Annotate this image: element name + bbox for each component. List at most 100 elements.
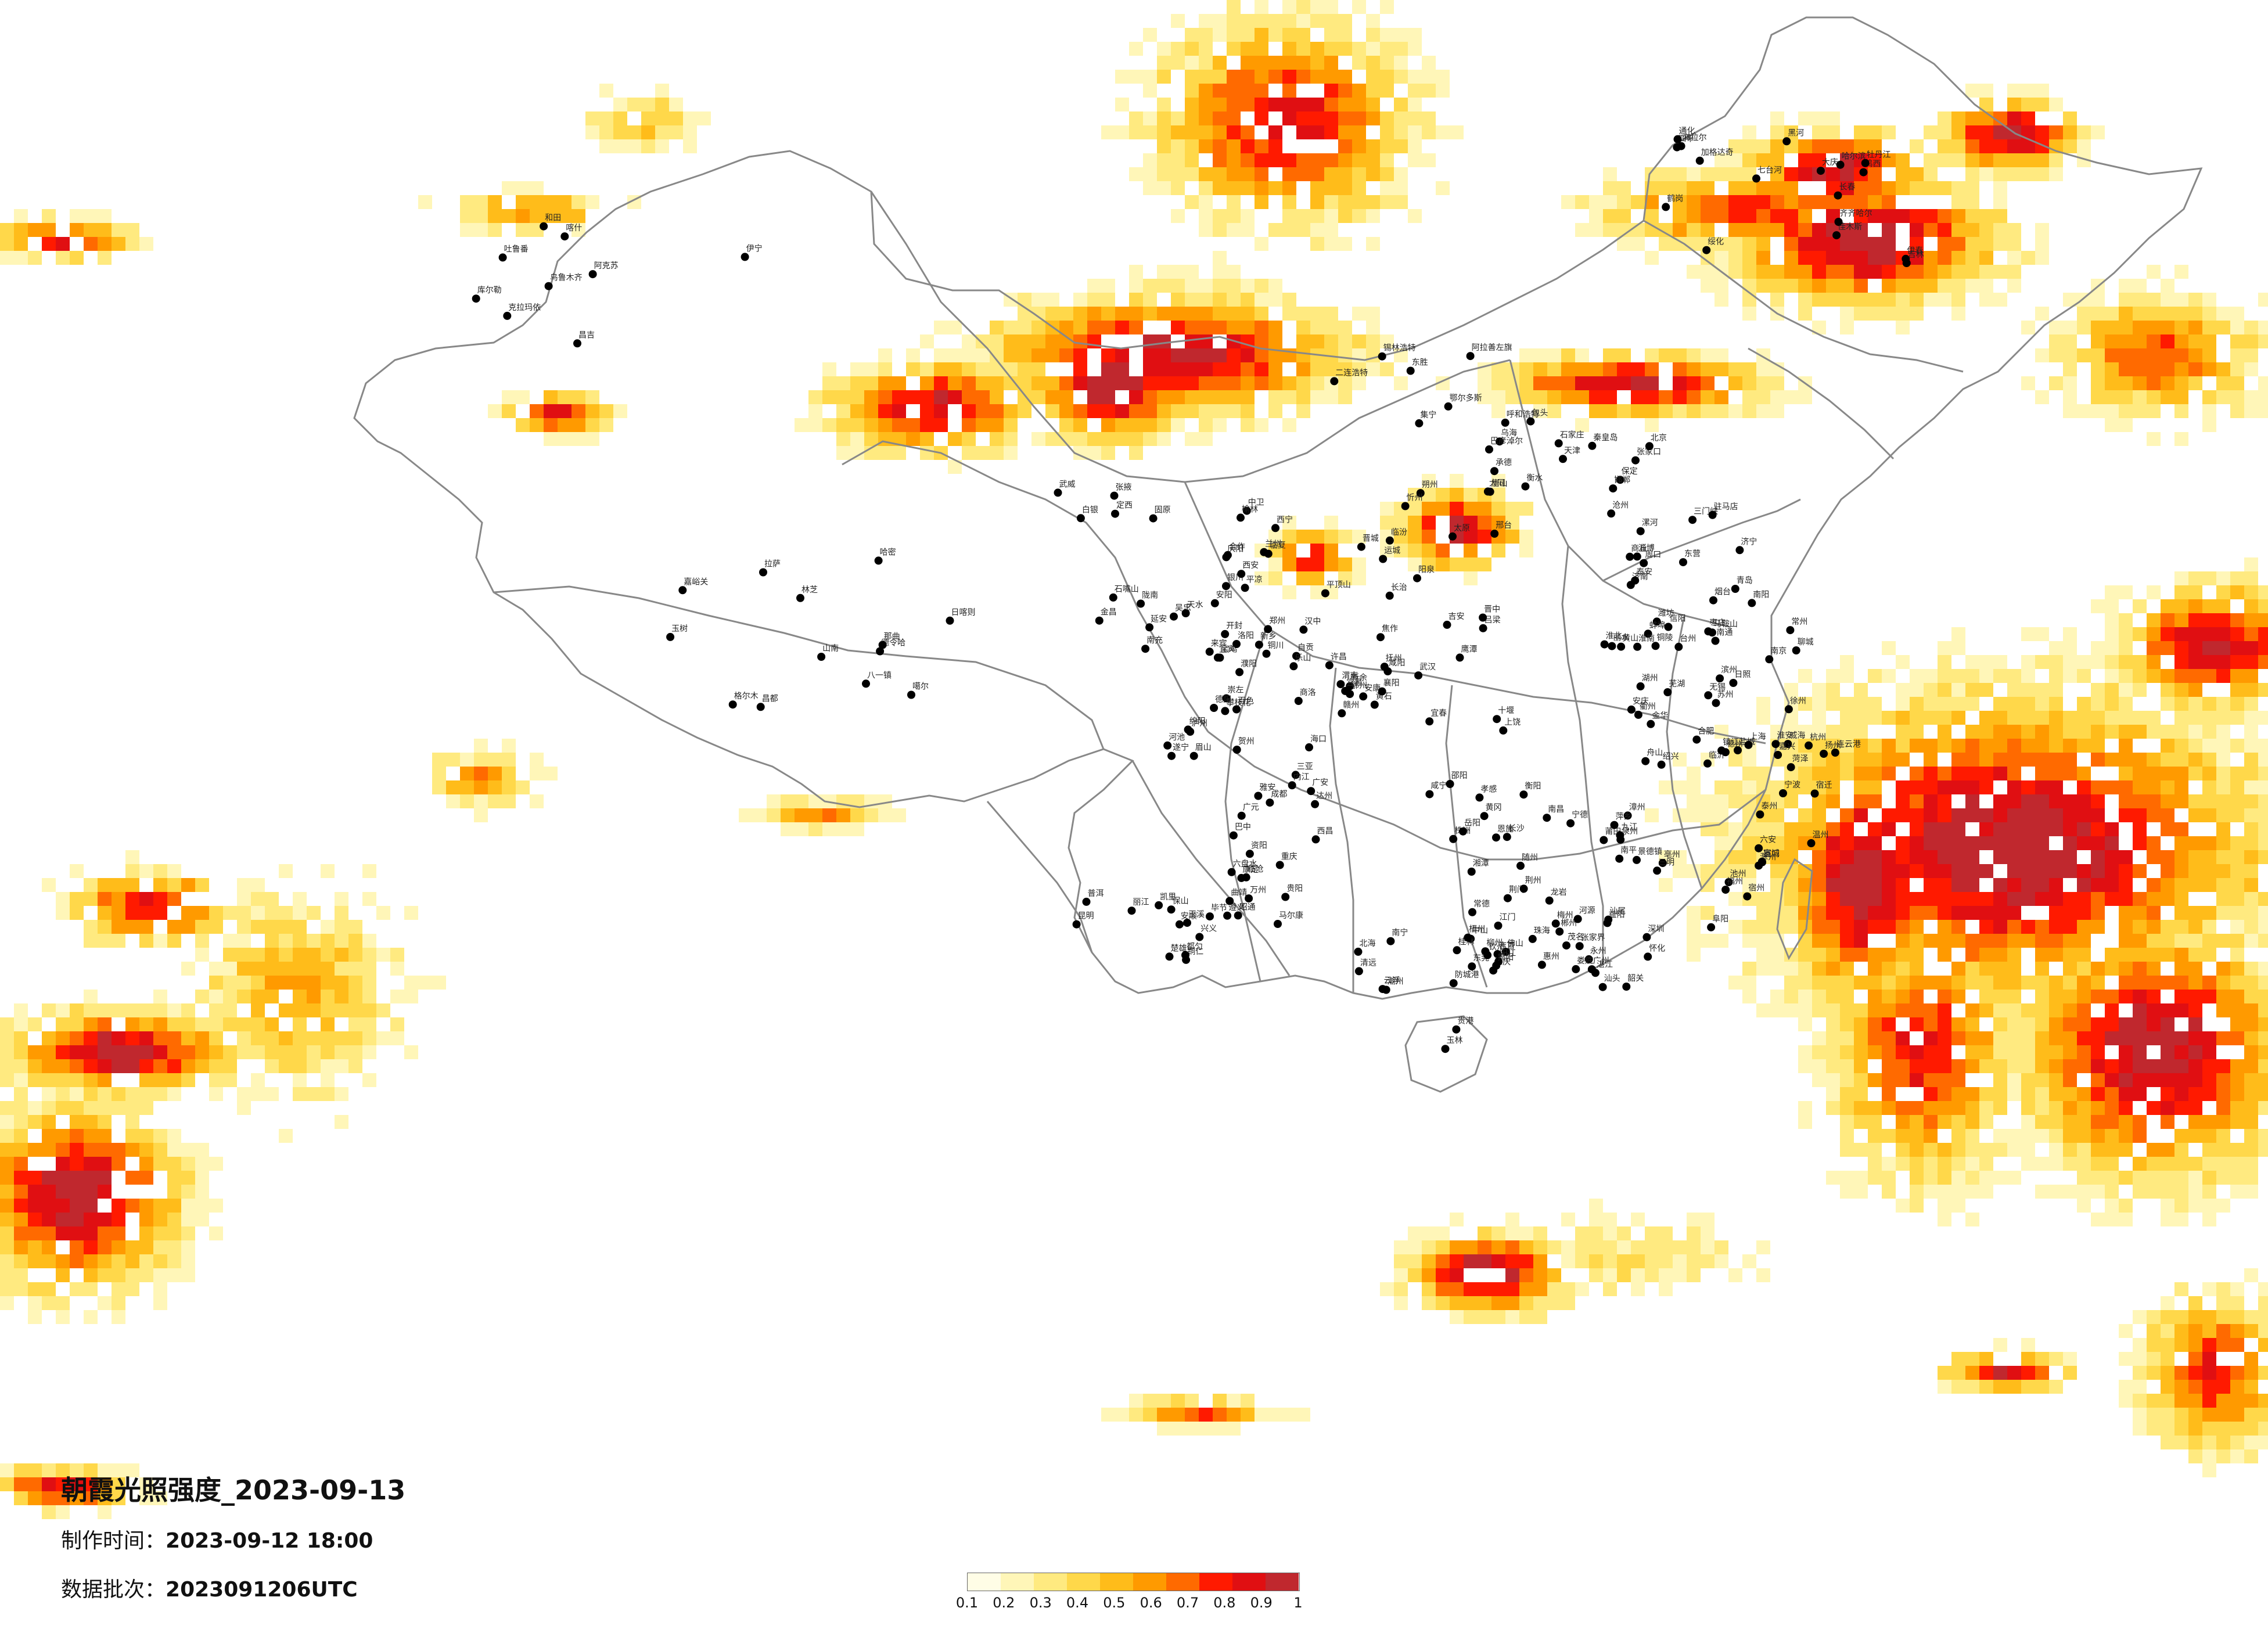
glow-cell — [2202, 697, 2216, 711]
glow-cell — [2202, 850, 2216, 864]
glow-cell — [1129, 1408, 1143, 1422]
glow-cell — [42, 878, 56, 892]
glow-cell — [1004, 348, 1018, 362]
glow-cell — [2188, 348, 2202, 362]
city-label: 洛阳 — [1238, 631, 1254, 641]
glow-cell — [460, 195, 474, 209]
glow-cell — [1282, 1408, 1296, 1422]
glow-cell — [2119, 321, 2133, 334]
city-label: 临汾 — [1391, 528, 1407, 537]
glow-cell — [98, 1087, 112, 1101]
glow-cell — [1715, 348, 1728, 362]
glow-cell — [209, 1087, 223, 1101]
glow-cell — [1993, 990, 2007, 1003]
city-dot — [1617, 642, 1626, 651]
glow-cell — [1896, 1157, 1910, 1171]
glow-cell — [2007, 697, 2021, 711]
glow-cell — [1951, 892, 1965, 906]
glow-cell — [2133, 1045, 2147, 1059]
glow-cell — [1310, 111, 1324, 125]
glow-cell — [1938, 822, 1951, 836]
glow-cell — [1812, 725, 1826, 739]
city-dot — [1652, 617, 1661, 626]
glow-cell — [2063, 1087, 2077, 1101]
glow-cell — [2188, 1171, 2202, 1185]
glow-cell — [2202, 1213, 2216, 1226]
glow-cell — [1938, 1366, 1951, 1380]
glow-cell — [84, 934, 98, 948]
city-dot — [498, 253, 507, 262]
glow-cell — [1882, 1157, 1896, 1171]
glow-cell — [1185, 390, 1199, 404]
glow-cell — [1742, 836, 1756, 850]
glow-cell — [1519, 348, 1533, 362]
glow-cell — [2049, 1045, 2063, 1059]
glow-cell — [1784, 878, 1798, 892]
glow-cell — [1979, 1115, 1993, 1129]
glow-cell — [1728, 404, 1742, 418]
glow-cell — [1603, 1226, 1617, 1240]
glow-cell — [2119, 948, 2133, 962]
glow-cell — [2244, 808, 2258, 822]
glow-cell — [2049, 348, 2063, 362]
glow-cell — [1854, 794, 1868, 808]
glow-cell — [2174, 697, 2188, 711]
glow-cell — [2230, 1185, 2244, 1199]
glow-cell — [2049, 125, 2063, 139]
glow-cell — [1004, 404, 1018, 418]
glow-cell — [530, 767, 544, 780]
glow-cell — [1882, 1073, 1896, 1087]
glow-cell — [209, 1045, 223, 1059]
glow-cell — [70, 1254, 84, 1268]
city-label: 昆明 — [1078, 912, 1094, 921]
glow-cell — [2216, 655, 2230, 669]
glow-cell — [1993, 237, 2007, 251]
glow-cell — [1087, 307, 1101, 321]
glow-cell — [153, 1045, 167, 1059]
glow-cell — [2244, 1268, 2258, 1282]
glow-cell — [1464, 571, 1478, 585]
glow-cell — [892, 404, 906, 418]
glow-cell — [1840, 836, 1854, 850]
glow-cell — [1031, 390, 1045, 404]
glow-cell — [1770, 822, 1784, 836]
glow-cell — [2216, 376, 2230, 390]
city-dot — [1526, 417, 1535, 426]
glow-cell — [2244, 627, 2258, 641]
glow-cell — [2119, 934, 2133, 948]
glow-cell — [1965, 669, 1979, 683]
glow-cell — [1338, 28, 1352, 42]
glow-cell — [1993, 1338, 2007, 1352]
glow-cell — [1436, 1282, 1450, 1296]
glow-cell — [1561, 376, 1575, 390]
glow-cell — [223, 990, 237, 1003]
glow-cell — [1854, 711, 1868, 725]
glow-cell — [1965, 948, 1979, 962]
glow-cell — [2049, 1143, 2063, 1157]
glow-cell — [1728, 265, 1742, 279]
glow-cell — [376, 1003, 390, 1017]
glow-cell — [1561, 1296, 1575, 1310]
glow-cell — [1728, 822, 1742, 836]
glow-cell — [1394, 544, 1408, 557]
glow-cell — [1199, 1408, 1213, 1422]
glow-cell — [1505, 1226, 1519, 1240]
glow-cell — [2202, 1087, 2216, 1101]
glow-cell — [28, 1463, 42, 1477]
glow-cell — [2216, 1296, 2230, 1310]
glow-cell — [1143, 167, 1157, 181]
glow-cell — [2147, 990, 2161, 1003]
glow-cell — [2021, 1031, 2035, 1045]
glow-cell — [1979, 767, 1993, 780]
glow-cell — [56, 1059, 70, 1073]
glow-cell — [2230, 1338, 2244, 1352]
glow-cell — [195, 1199, 209, 1213]
glow-cell — [153, 1031, 167, 1045]
glow-cell — [544, 418, 558, 432]
glow-cell — [2258, 976, 2268, 990]
glow-cell — [2007, 167, 2021, 181]
glow-cell — [153, 934, 167, 948]
city-dot — [1616, 476, 1624, 484]
city-dot — [1784, 740, 1792, 749]
glow-cell — [2174, 920, 2188, 934]
